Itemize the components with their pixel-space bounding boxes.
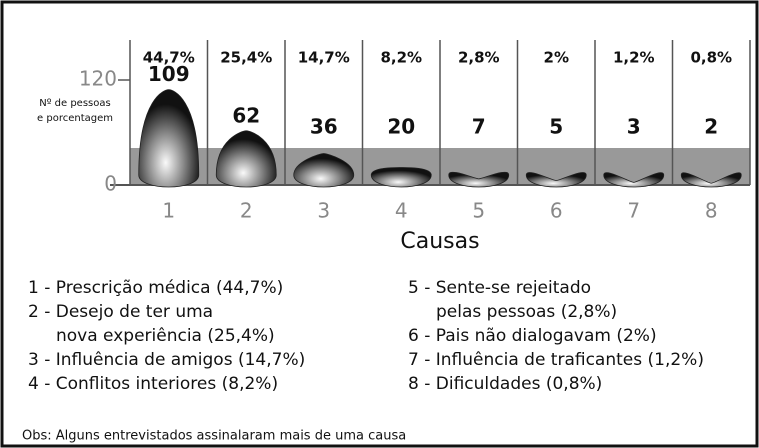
value-label: 109	[148, 62, 190, 86]
value-label: 5	[549, 115, 563, 139]
x-tick-label: 1	[162, 199, 175, 223]
cause-item: 3 - Influência de amigos (14,7%)	[28, 350, 305, 370]
cause-item: pelas pessoas (2,8%)	[436, 302, 617, 322]
x-tick-label: 7	[627, 199, 640, 223]
value-label: 20	[387, 115, 415, 139]
y-label: e porcentagem	[37, 113, 113, 124]
x-tick-label: 4	[395, 199, 408, 223]
cause-item: 7 - Influência de traficantes (1,2%)	[408, 350, 704, 370]
cause-item: 2 - Desejo de ter uma	[28, 302, 213, 322]
cause-item: 6 - Pais não dialogavam (2%)	[408, 326, 657, 346]
percentage-label: 14,7%	[298, 49, 350, 67]
x-tick-label: 6	[550, 199, 563, 223]
cone	[139, 90, 199, 187]
x-tick-label: 8	[705, 199, 718, 223]
y-tick-label: 120	[79, 67, 117, 91]
value-label: 7	[472, 115, 486, 139]
value-label: 36	[310, 115, 338, 139]
value-label: 62	[232, 103, 260, 127]
x-tick-label: 2	[240, 199, 253, 223]
x-tick-label: 3	[317, 199, 330, 223]
cone	[216, 131, 276, 187]
percentage-label: 1,2%	[613, 49, 655, 67]
value-label: 3	[627, 115, 641, 139]
cause-item: 5 - Sente-se rejeitado	[408, 278, 591, 298]
x-label: Causas	[400, 229, 479, 254]
percentage-label: 25,4%	[220, 49, 272, 67]
chart: Nº de pessoas e porcentagem Causas Obs: …	[0, 0, 759, 448]
cone	[371, 167, 431, 187]
cause-item: nova experiência (25,4%)	[56, 326, 275, 346]
note: Obs: Alguns entrevistados assinalaram ma…	[22, 429, 406, 444]
percentage-label: 8,2%	[380, 49, 422, 67]
cause-item: 4 - Conflitos interiores (8,2%)	[28, 374, 278, 394]
percentage-label: 0,8%	[690, 49, 732, 67]
y-label: Nº de pessoas	[39, 98, 110, 109]
percentage-label: 2,8%	[458, 49, 500, 67]
x-tick-label: 5	[472, 199, 485, 223]
percentage-label: 2%	[544, 49, 569, 67]
value-label: 2	[704, 115, 718, 139]
cause-item: 8 - Dificuldades (0,8%)	[408, 374, 602, 394]
y-tick-label: 0	[104, 172, 117, 196]
cause-item: 1 - Prescrição médica (44,7%)	[28, 278, 283, 298]
